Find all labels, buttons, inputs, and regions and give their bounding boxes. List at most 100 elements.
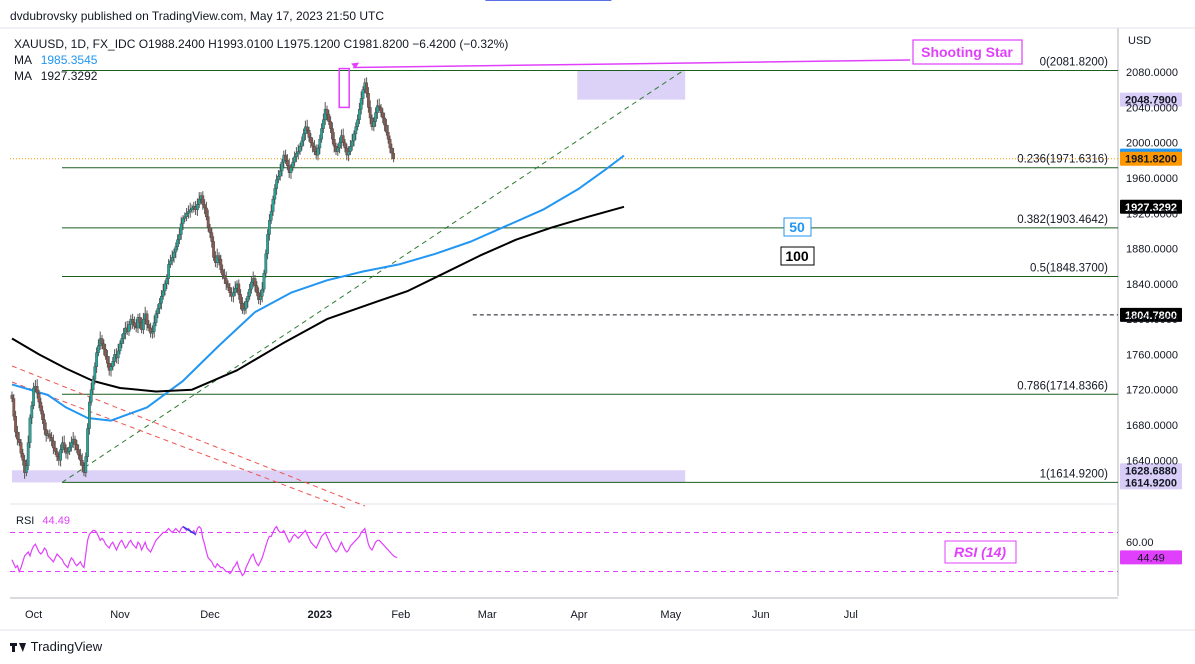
candle-body bbox=[224, 278, 228, 285]
candle-body bbox=[190, 207, 194, 210]
candle-body bbox=[206, 216, 210, 228]
candle-body bbox=[44, 429, 48, 436]
ohlc-legend: XAUUSD, 1D, FX_IDC O1988.2400 H1993.0100… bbox=[14, 37, 509, 51]
x-tick-label: Jul bbox=[844, 609, 858, 621]
candle-body bbox=[253, 278, 257, 286]
candle-body bbox=[240, 303, 244, 311]
candle-body bbox=[390, 147, 394, 154]
candle-body bbox=[341, 135, 345, 143]
candle-body bbox=[226, 283, 230, 288]
candle-body bbox=[278, 170, 282, 177]
chart-frame bbox=[0, 27, 1195, 631]
candle-body bbox=[284, 154, 287, 161]
candle-body bbox=[332, 138, 336, 147]
price-tag bbox=[1120, 307, 1182, 322]
candle-body bbox=[239, 294, 242, 304]
candle-body bbox=[32, 387, 36, 406]
candle-body bbox=[95, 352, 99, 367]
candle-body bbox=[204, 207, 208, 217]
candle-body bbox=[91, 378, 95, 390]
candle-body bbox=[132, 322, 136, 327]
candle-body bbox=[273, 188, 277, 200]
candle-body bbox=[100, 338, 104, 345]
candle-body bbox=[354, 126, 358, 135]
y-tick-label: 1960.0000 bbox=[1126, 173, 1178, 185]
candle-body bbox=[30, 405, 34, 419]
candle-body bbox=[10, 394, 14, 399]
y-tick-label: 2040.0000 bbox=[1126, 102, 1178, 114]
candle-body bbox=[349, 146, 352, 152]
rsi-tag-box bbox=[944, 540, 1017, 564]
ma50-legend-value: 1985.3545 bbox=[40, 53, 98, 67]
candle-body bbox=[167, 264, 170, 279]
candle-body bbox=[176, 239, 179, 247]
rsi-line bbox=[11, 525, 398, 577]
fib-level-label: 0(2081.8200) bbox=[1040, 57, 1109, 69]
candle-body bbox=[260, 288, 264, 297]
candle-body bbox=[311, 142, 314, 147]
candle-body bbox=[93, 366, 97, 380]
candle-body bbox=[322, 119, 325, 129]
candle-body bbox=[275, 179, 278, 189]
ma100-legend[interactable]: MA 1927.3292 bbox=[14, 69, 97, 83]
candle-body bbox=[248, 288, 251, 297]
price-tag bbox=[1120, 475, 1182, 490]
ma100-tag-text: 100 bbox=[785, 248, 809, 264]
candle-body bbox=[177, 234, 181, 240]
rsi-legend-label: RSI bbox=[16, 515, 35, 527]
tradingview-logo-icon bbox=[10, 641, 27, 652]
price-tag bbox=[1120, 199, 1182, 214]
trendlines[interactable] bbox=[10, 70, 1118, 509]
candle-body bbox=[104, 348, 108, 357]
candle-body bbox=[55, 451, 59, 457]
candle-body bbox=[48, 433, 52, 438]
candle-body bbox=[383, 117, 386, 126]
x-tick-label: Mar bbox=[478, 609, 497, 621]
candle-body bbox=[78, 454, 82, 461]
candle-body bbox=[35, 385, 39, 394]
ma100-line bbox=[11, 205, 625, 393]
candle-body bbox=[228, 287, 232, 293]
candle-body bbox=[221, 269, 224, 276]
candle-body bbox=[295, 153, 298, 158]
candle-body bbox=[170, 257, 174, 262]
candle-body bbox=[320, 128, 323, 140]
candle-body bbox=[37, 393, 41, 403]
rsi-value-tag bbox=[1120, 550, 1182, 565]
ma100-legend-value: 1927.3292 bbox=[40, 69, 98, 83]
x-tick-label: Apr bbox=[570, 609, 587, 621]
candle-body bbox=[43, 419, 46, 430]
footer-brand[interactable]: TradingView bbox=[10, 639, 102, 654]
ma50-legend-label: MA bbox=[14, 53, 32, 67]
candle-body bbox=[368, 107, 372, 119]
candle-body bbox=[201, 195, 205, 205]
y-tick-label: 1920.0000 bbox=[1126, 208, 1178, 220]
candle-body bbox=[158, 303, 161, 309]
candle-body bbox=[266, 234, 269, 255]
candle-body bbox=[53, 447, 57, 452]
candle-body bbox=[269, 211, 273, 221]
candle-body bbox=[388, 138, 392, 149]
candle-body bbox=[271, 198, 275, 212]
rsi-pane: 60.00 44.49 bbox=[10, 0, 1182, 577]
candle-body bbox=[149, 327, 152, 334]
rsi-divergence-line bbox=[182, 525, 196, 536]
candle-body bbox=[331, 128, 334, 140]
fib-level-label: 1(1614.9200) bbox=[1040, 468, 1109, 480]
annotations[interactable]: Shooting Star 50 100 RSI (14) bbox=[338, 39, 1023, 564]
candle-body bbox=[84, 456, 88, 473]
candle-body bbox=[249, 281, 253, 290]
candle-body bbox=[358, 108, 361, 120]
candle-body bbox=[329, 121, 332, 129]
rsi-legend-value: 44.49 bbox=[42, 515, 70, 527]
candle-body bbox=[352, 133, 356, 142]
fibonacci-retracement[interactable]: 0(2081.8200) 0.236(1971.6316) 0.382(1903.4… bbox=[62, 57, 1118, 483]
candle-body bbox=[150, 331, 154, 334]
rsi-legend[interactable]: RSI 44.49 bbox=[16, 515, 70, 527]
candle-body bbox=[145, 313, 149, 325]
ma50-legend[interactable]: MA 1985.3545 bbox=[14, 53, 97, 67]
candle-body bbox=[381, 112, 385, 119]
candle-body bbox=[172, 251, 176, 258]
candle-body bbox=[305, 126, 309, 131]
